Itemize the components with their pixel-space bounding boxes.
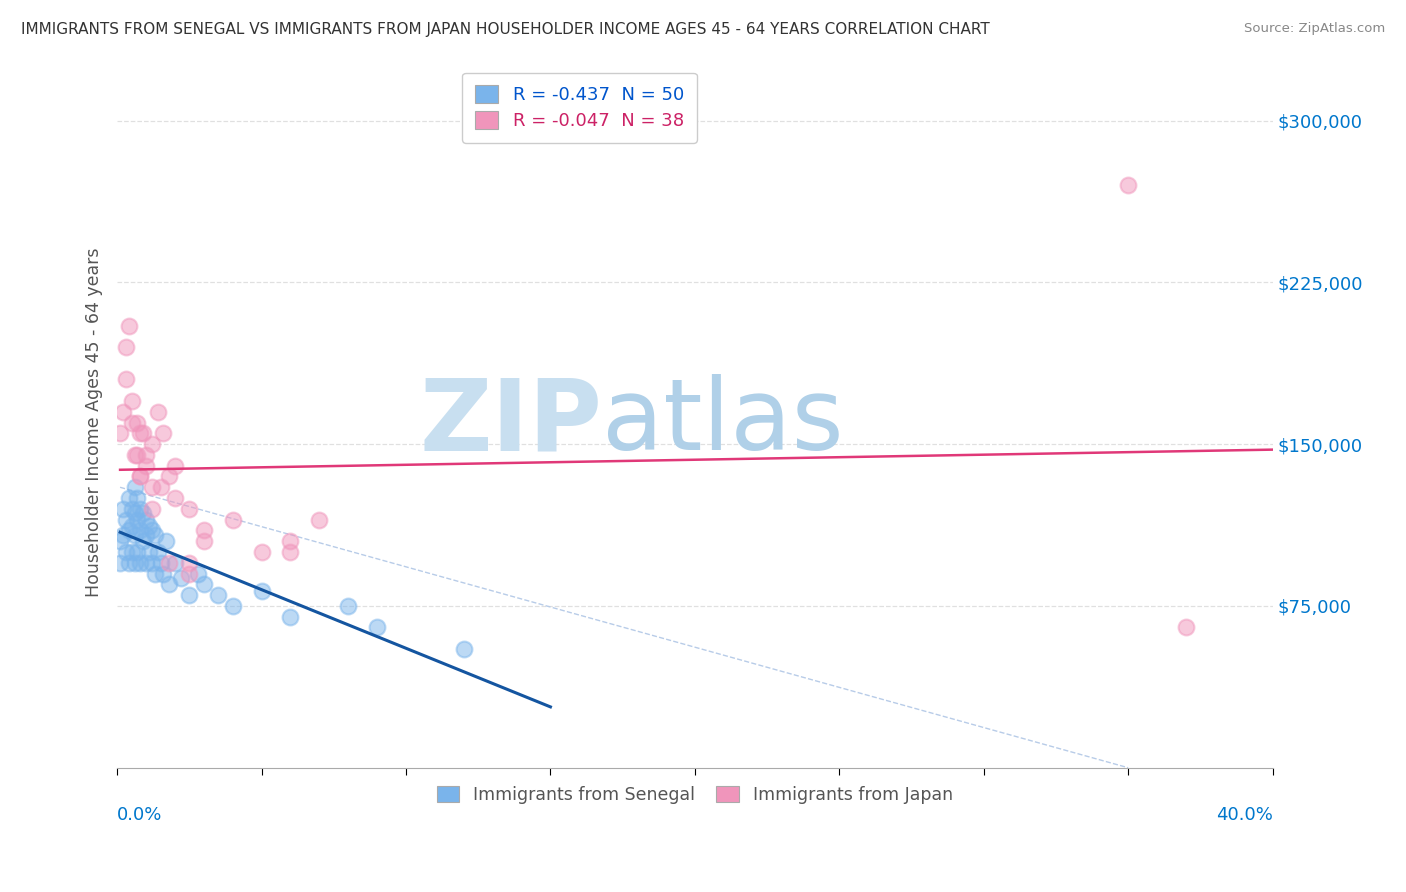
Point [127,416,149,430]
Point [129,469,152,483]
Point [121,519,143,533]
Point [207,588,229,602]
Point [111,527,134,541]
Point [163,491,186,505]
Point [129,556,152,570]
Point [170,571,193,585]
Point [121,416,143,430]
Point [129,524,152,538]
Point [111,501,134,516]
Point [135,556,157,570]
Point [141,480,163,494]
Point [308,513,330,527]
Point [193,577,215,591]
Point [155,534,177,549]
Point [1174,620,1197,634]
Point [118,556,141,570]
Point [121,545,143,559]
Point [149,480,172,494]
Point [179,501,201,516]
Point [115,545,138,559]
Point [143,527,166,541]
Point [152,566,174,581]
Point [179,566,201,581]
Point [149,556,172,570]
Text: ZIP: ZIP [419,374,602,471]
Point [141,437,163,451]
Text: atlas: atlas [602,374,844,471]
Legend: Immigrants from Senegal, Immigrants from Japan: Immigrants from Senegal, Immigrants from… [430,779,960,811]
Point [366,620,388,634]
Point [280,609,302,624]
Point [115,513,138,527]
Point [187,566,209,581]
Point [118,524,141,538]
Point [135,448,157,462]
Point [157,469,180,483]
Point [124,556,146,570]
Point [118,318,141,333]
Point [453,642,475,657]
Point [250,545,273,559]
Point [157,577,180,591]
Text: Source: ZipAtlas.com: Source: ZipAtlas.com [1244,22,1385,36]
Point [132,534,155,549]
Point [108,556,131,570]
Point [193,534,215,549]
Point [141,501,163,516]
Point [143,566,166,581]
Point [138,519,160,533]
Point [146,545,169,559]
Y-axis label: Householder Income Ages 45 - 64 years: Householder Income Ages 45 - 64 years [86,248,103,598]
Point [179,588,201,602]
Point [124,527,146,541]
Point [108,426,131,441]
Point [141,524,163,538]
Point [127,491,149,505]
Point [179,556,201,570]
Point [141,556,163,570]
Point [115,372,138,386]
Point [127,448,149,462]
Point [163,458,186,473]
Point [1116,178,1139,193]
Point [132,426,155,441]
Point [193,524,215,538]
Point [124,480,146,494]
Point [135,458,157,473]
Point [115,340,138,354]
Point [135,527,157,541]
Point [118,491,141,505]
Point [124,506,146,520]
Point [138,545,160,559]
Point [163,556,186,570]
Text: 40.0%: 40.0% [1216,805,1272,823]
Point [157,556,180,570]
Point [250,583,273,598]
Point [135,513,157,527]
Point [280,534,302,549]
Point [129,426,152,441]
Point [132,506,155,520]
Point [129,469,152,483]
Point [129,501,152,516]
Text: IMMIGRANTS FROM SENEGAL VS IMMIGRANTS FROM JAPAN HOUSEHOLDER INCOME AGES 45 - 64: IMMIGRANTS FROM SENEGAL VS IMMIGRANTS FR… [21,22,990,37]
Point [124,448,146,462]
Point [146,405,169,419]
Point [121,501,143,516]
Point [280,545,302,559]
Point [222,599,245,613]
Text: 0.0%: 0.0% [117,805,163,823]
Point [121,394,143,409]
Point [152,426,174,441]
Point [337,599,360,613]
Point [127,545,149,559]
Point [127,513,149,527]
Point [108,534,131,549]
Point [111,405,134,419]
Point [222,513,245,527]
